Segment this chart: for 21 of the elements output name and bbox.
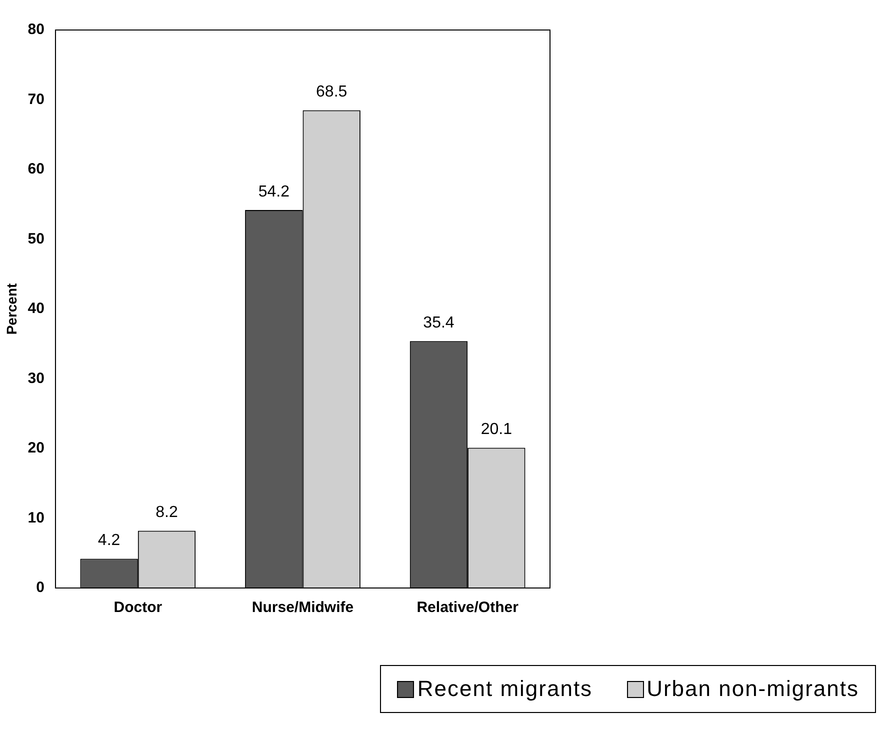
y-tick-label: 70 [28, 90, 44, 108]
y-tick-label: 50 [28, 230, 44, 248]
x-tick-label: Doctor [114, 599, 162, 616]
y-axis-title: Percent [3, 282, 20, 335]
data-label: 8.2 [156, 504, 178, 522]
data-label: 54.2 [258, 183, 290, 200]
y-tick-label: 30 [28, 370, 44, 387]
data-label: 4.2 [98, 532, 120, 550]
y-tick-label: 60 [28, 160, 44, 178]
x-tick-label: Relative/Other [416, 599, 519, 616]
y-tick-label: 80 [28, 21, 44, 38]
y-tick-label: 0 [36, 579, 44, 596]
legend-label: Urban non-migrants [646, 676, 859, 702]
data-label: 68.5 [316, 84, 348, 101]
y-tick-label: 20 [28, 440, 44, 457]
y-tick-label: 10 [28, 509, 44, 526]
data-label: 20.1 [480, 421, 512, 438]
legend-label: Recent migrants [417, 676, 593, 702]
y-tick-label: 40 [28, 300, 44, 318]
data-label: 35.4 [423, 314, 454, 332]
x-tick-label: Nurse/Midwife [252, 599, 354, 616]
